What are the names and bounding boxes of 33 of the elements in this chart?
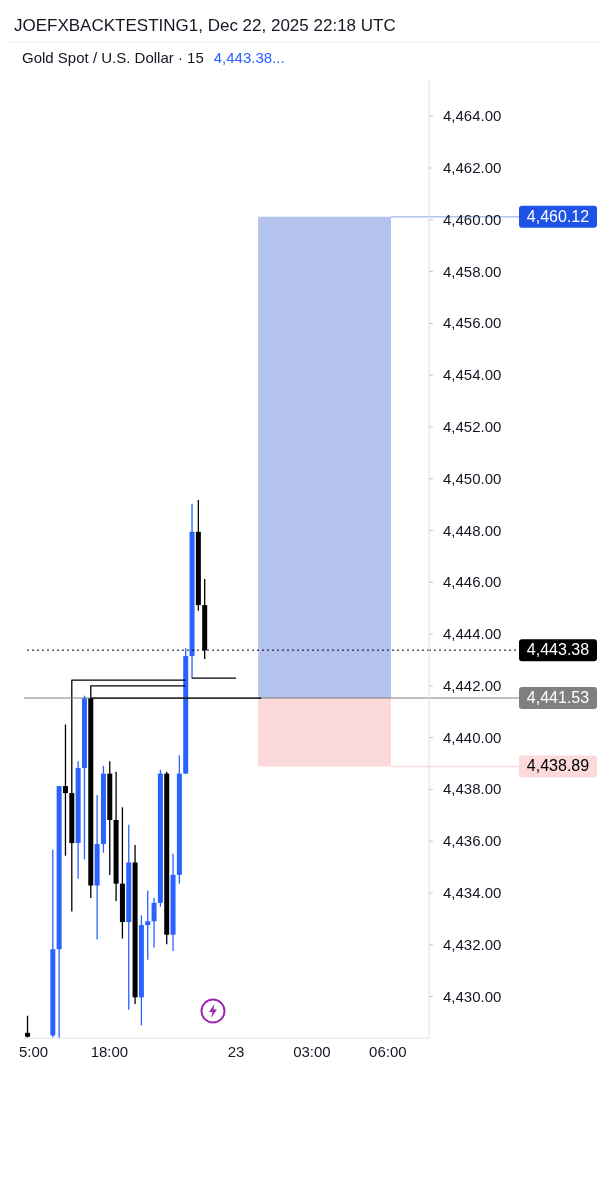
text: JOEFXBACKTESTING1, Dec 22, 2025 22:18 UTC: [14, 15, 397, 37]
band-label: 4,460.12: [526, 207, 590, 225]
y-tick-label: 4,454.00: [443, 366, 502, 384]
ref-line-label: 4,443.38: [526, 641, 590, 659]
band-label: 4,438.89: [526, 757, 590, 775]
x-tick-label: 06:00: [369, 1042, 407, 1060]
y-tick-label: 4,448.00: [443, 521, 502, 539]
candlestick: [151, 897, 157, 949]
x-tick-label: 23: [227, 1042, 245, 1060]
y-tick-label: 4,430.00: [443, 987, 502, 1005]
y-tick-label: 4,432.00: [443, 935, 502, 953]
y-tick-label: 4,446.00: [443, 573, 502, 591]
x-tick-label: 5:00: [18, 1042, 49, 1060]
candlestick: [62, 723, 68, 857]
y-tick-label: 4,434.00: [443, 884, 502, 902]
chart-subtitle: 4,443.38...: [213, 49, 285, 66]
y-tick-label: 4,450.00: [443, 469, 502, 487]
x-tick-label: 18:00: [90, 1042, 129, 1060]
ref-line-label: 4,441.53: [526, 689, 590, 707]
y-tick-label: 4,444.00: [443, 625, 502, 643]
y-tick-label: 4,460.00: [443, 210, 502, 228]
x-tick-label: 03:00: [293, 1042, 331, 1060]
y-tick-label: 4,436.00: [443, 832, 502, 850]
y-tick-label: 4,462.00: [443, 159, 502, 177]
chart-title: Gold Spot / U.S. Dollar · 15: [22, 49, 204, 66]
y-tick-label: 4,440.00: [443, 728, 502, 746]
y-tick-label: 4,456.00: [443, 314, 502, 332]
y-tick-label: 4,438.00: [443, 780, 502, 798]
y-tick-label: 4,452.00: [443, 417, 502, 435]
y-tick-label: 4,464.00: [443, 107, 502, 125]
y-tick-label: 4,458.00: [443, 262, 502, 280]
candlestick: [145, 889, 151, 961]
y-tick-label: 4,442.00: [443, 676, 502, 694]
